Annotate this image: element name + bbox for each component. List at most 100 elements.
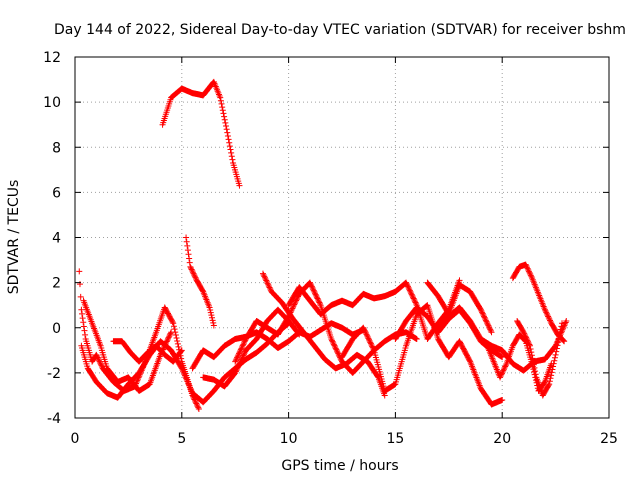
data-point [192,397,199,404]
data-point [408,290,415,297]
data-point [329,338,336,345]
data-point [360,326,367,333]
data-point [166,333,173,340]
data-point [289,304,296,311]
data-point [178,365,185,372]
data-point [237,347,244,354]
data-point [240,340,247,347]
data-point [209,314,216,321]
data-point [228,153,235,160]
data-point [263,278,270,285]
data-point [79,310,86,317]
data-point [466,357,473,364]
data-point [184,242,191,249]
data-point [220,110,227,117]
data-point [180,369,187,376]
data-point [166,331,173,338]
data-point [313,294,320,301]
data-point [315,296,322,303]
x-tick-label: 15 [386,431,404,447]
data-point [174,337,181,344]
data-point [328,336,335,343]
data-point [183,375,190,382]
data-point [181,371,188,378]
data-point [207,309,214,316]
x-tick-label: 0 [71,431,80,447]
data-point [406,286,413,293]
data-point [93,351,100,358]
data-point [330,341,337,348]
data-point [172,332,179,339]
data-point [333,346,340,353]
data-point [76,268,83,275]
data-point [313,292,320,299]
data-point [178,364,185,371]
data-point [182,374,189,381]
data-point [317,300,324,307]
data-point [191,273,198,280]
data-point [186,255,193,262]
data-point [78,306,85,313]
data-point [407,288,414,295]
data-point [187,385,194,392]
data-point [95,355,102,362]
series-arc-10 [259,270,388,399]
data-point [308,283,315,290]
data-point [219,104,226,111]
data-point [404,282,411,289]
data-point [240,351,247,358]
data-point [171,326,178,333]
data-point [218,100,225,107]
data-point [178,347,185,354]
data-point [412,299,419,306]
data-point [235,361,242,368]
data-point [232,369,239,376]
data-point [267,285,274,292]
data-point [266,284,273,291]
series-arc-1 [159,78,243,189]
data-point [406,287,413,294]
data-point [170,320,177,327]
data-point [226,139,233,146]
data-point [183,234,190,241]
y-tick-label: 12 [43,50,61,66]
x-tick-label: 25 [600,431,618,447]
data-point [175,343,182,350]
data-point [293,297,300,304]
data-point [174,340,181,347]
data-point [410,295,417,302]
data-point [366,336,373,343]
data-point [186,382,193,389]
data-point [183,238,190,245]
data-point [360,324,367,331]
data-point [362,328,369,335]
data-point [238,356,245,363]
data-point [192,274,199,281]
y-tick-label: 10 [43,95,61,111]
data-point [170,323,177,330]
data-point [365,335,372,342]
data-point [261,274,268,281]
data-point [237,346,244,353]
data-point [217,94,224,101]
data-point [364,332,371,339]
data-point [185,379,192,386]
data-point [164,335,171,342]
data-point [306,279,313,286]
data-point [221,116,228,123]
data-point [404,283,411,290]
data-point [234,365,241,372]
data-point [226,143,233,150]
data-point [288,306,295,313]
data-point [291,301,298,308]
data-point [165,334,172,341]
data-point [261,273,268,280]
data-point [240,341,247,348]
x-axis-label: GPS time / hours [281,458,398,474]
data-point [193,400,200,407]
data-point [235,351,242,358]
data-point [229,156,236,163]
data-point [362,330,369,337]
data-point [295,330,302,337]
data-point [238,345,245,352]
